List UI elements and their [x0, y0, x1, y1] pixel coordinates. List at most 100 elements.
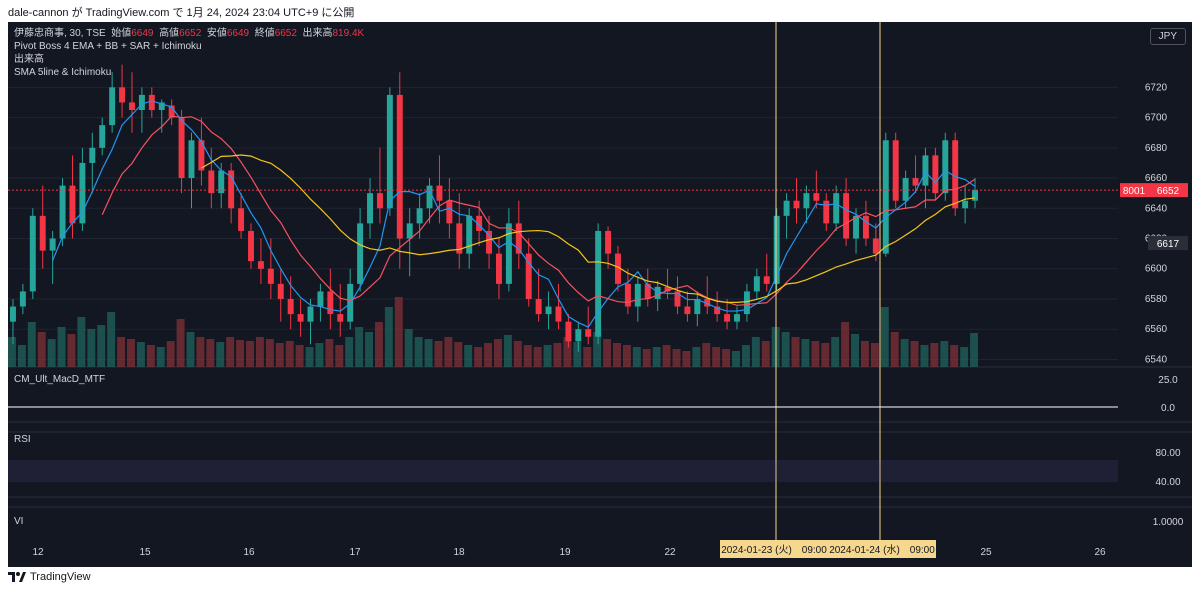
- volume-bar: [226, 337, 235, 367]
- volume-bar: [563, 337, 572, 367]
- candle-body: [307, 306, 314, 322]
- candle-body: [367, 193, 373, 224]
- volume-bar: [652, 347, 661, 367]
- y-tick-label: 6660: [1145, 173, 1168, 184]
- candle-body: [565, 321, 572, 342]
- candle-body: [287, 298, 294, 315]
- volume-bar: [583, 347, 592, 367]
- candle-body: [19, 291, 26, 307]
- candle-body: [823, 200, 830, 224]
- volume-bar: [246, 341, 254, 367]
- currency-button[interactable]: JPY: [1149, 28, 1186, 45]
- candle-body: [99, 125, 106, 148]
- candle-body: [714, 306, 721, 315]
- volume-bar: [335, 345, 344, 367]
- volume-bar: [523, 345, 532, 367]
- candle-body: [436, 185, 443, 201]
- candle-body: [69, 185, 76, 224]
- volume-bar: [712, 347, 721, 367]
- macd-pane-label[interactable]: CM_Ult_MacD_MTF: [14, 374, 106, 385]
- legend-high-label: 高値: [159, 28, 180, 39]
- volume-bar: [494, 339, 502, 367]
- legend-open: 6649: [131, 28, 154, 39]
- volume-bar: [910, 341, 919, 367]
- candle-body: [624, 283, 631, 307]
- volume-bar: [950, 345, 959, 367]
- volume-bar: [533, 347, 542, 367]
- volume-bar: [593, 332, 602, 367]
- candle-body: [148, 94, 155, 111]
- volume-bar: [127, 339, 135, 367]
- crosshair-date-label: 2024-01-23 (火) 09:00: [721, 544, 827, 556]
- candle-body: [426, 185, 433, 209]
- volume-bar: [702, 343, 711, 367]
- volume-bar: [464, 345, 473, 367]
- candle-body: [228, 170, 235, 209]
- volume-bar: [365, 332, 373, 367]
- candle-body: [595, 230, 602, 337]
- candle-body: [684, 306, 691, 315]
- y-tick-label: 6580: [1145, 294, 1168, 305]
- volume-bar: [503, 335, 512, 367]
- volume-bar: [543, 345, 552, 367]
- candle-body: [9, 306, 16, 322]
- volume-bar: [444, 337, 453, 367]
- sma-5-line: [52, 100, 976, 328]
- legend-open-label: 始値: [111, 28, 132, 39]
- candle-body: [783, 200, 790, 216]
- volume-bar: [761, 341, 770, 367]
- volume-bar: [325, 339, 334, 367]
- candle-body: [674, 291, 681, 307]
- candle-body: [862, 215, 869, 239]
- volume-bar: [265, 339, 274, 367]
- volume-bar: [801, 339, 810, 367]
- volume-bar: [424, 339, 433, 367]
- candle-body: [456, 223, 463, 254]
- footer-brand: TradingView: [30, 571, 91, 583]
- volume-bar: [851, 334, 859, 367]
- candle-body: [972, 190, 979, 201]
- chart-svg[interactable]: 6540656065806600662066406660668067006720…: [8, 22, 1192, 567]
- candle-body: [763, 276, 770, 284]
- legend-vol: 819.4K: [332, 28, 365, 39]
- candle-body: [803, 193, 810, 209]
- volume-bar: [146, 345, 155, 367]
- legend-indicator[interactable]: Pivot Boss 4 EMA + BB + SAR + Ichimoku: [14, 41, 202, 52]
- candle-body: [704, 298, 711, 307]
- candle-body: [119, 87, 126, 103]
- legend-indicator[interactable]: SMA 5line & Ichimoku: [14, 67, 112, 78]
- rsi-pane-label[interactable]: RSI: [14, 434, 31, 445]
- candle-body: [39, 215, 46, 251]
- x-tick-label: 25: [980, 547, 992, 558]
- candle-body: [753, 276, 760, 292]
- legend-indicator[interactable]: 出来高: [14, 54, 44, 65]
- volume-bar: [751, 337, 760, 367]
- candle-body: [238, 208, 245, 231]
- volume-bar: [186, 332, 195, 367]
- macd-upper-label: 25.0: [1158, 375, 1178, 386]
- candle-body: [515, 223, 522, 254]
- candle-body: [585, 329, 592, 337]
- volume-bar: [622, 345, 631, 367]
- candle-body: [654, 286, 661, 299]
- candle-body: [902, 178, 909, 201]
- y-tick-label: 6560: [1145, 324, 1168, 335]
- candle-body: [138, 94, 145, 111]
- chart-frame[interactable]: 6540656065806600662066406660668067006720…: [8, 22, 1192, 567]
- vi-pane-label[interactable]: VI: [14, 516, 24, 527]
- last-price-label: 6652: [1157, 186, 1180, 197]
- y-tick-label: 6720: [1145, 82, 1168, 93]
- legend-symbol: 伊藤忠商事, 30, TSE: [14, 28, 106, 39]
- candle-body: [267, 268, 274, 284]
- volume-bar: [672, 349, 681, 367]
- candle-body: [49, 238, 56, 251]
- volume-bar: [632, 347, 641, 367]
- legend-high: 6652: [179, 28, 202, 39]
- volume-bar: [166, 341, 175, 367]
- footer[interactable]: TradingView: [8, 571, 91, 583]
- candle-body: [952, 140, 959, 209]
- candle-body: [386, 94, 393, 209]
- volume-bar: [454, 342, 463, 367]
- candle-body: [664, 286, 671, 292]
- candle-body: [555, 306, 562, 322]
